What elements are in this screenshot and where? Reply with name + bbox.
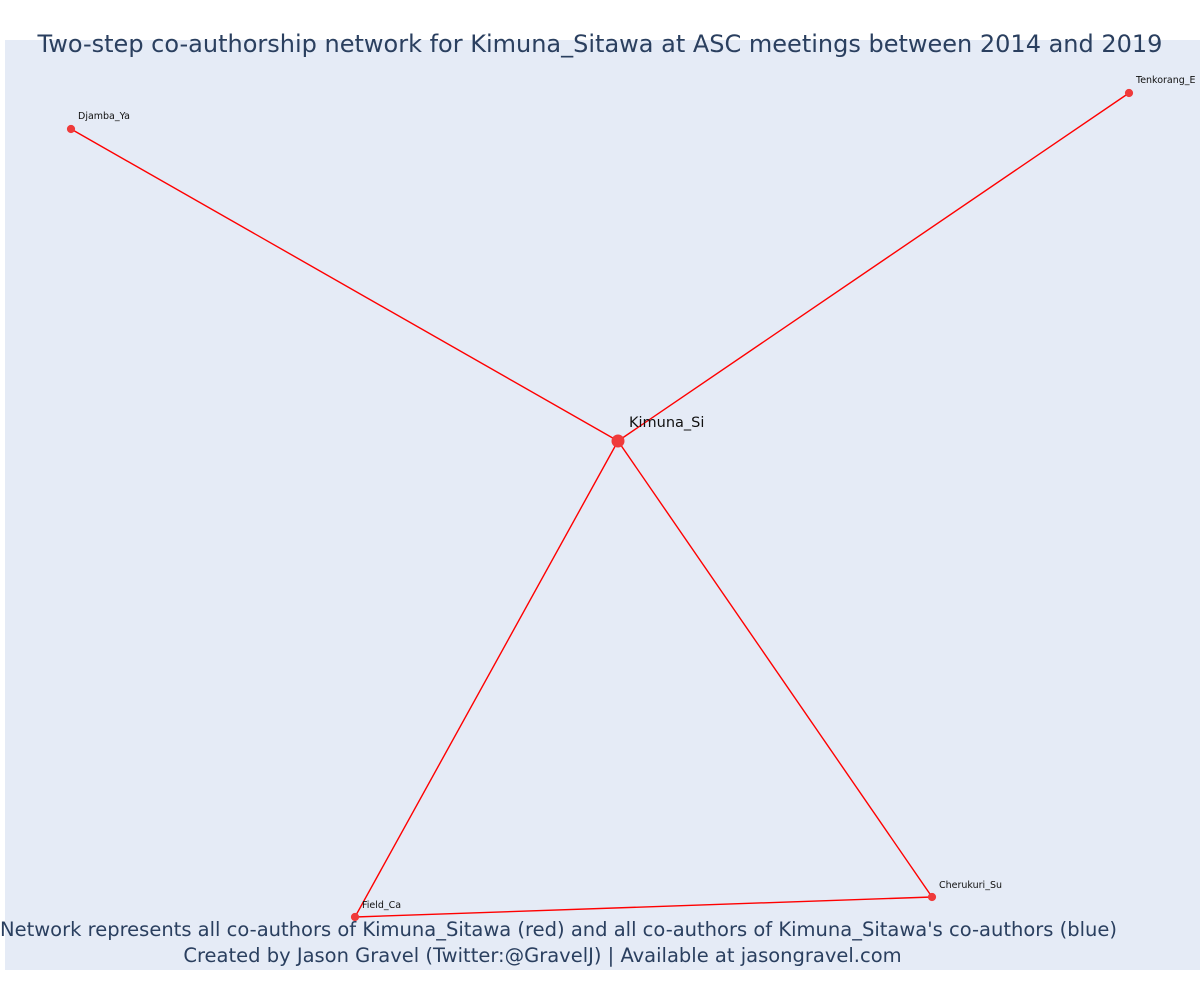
edge-Kimuna_Si-Tenkorang_E <box>617 92 1130 442</box>
node-label-Tenkorang_E: Tenkorang_E <box>1135 75 1196 86</box>
footer-credit: Created by Jason Gravel (Twitter:@Gravel… <box>183 944 902 967</box>
node-label-Kimuna_Si: Kimuna_Si <box>629 415 704 431</box>
node-label-Cherukuri_Su: Cherukuri_Su <box>939 880 1002 891</box>
node-Tenkorang_E[interactable] <box>1124 88 1134 98</box>
node-Djamba_Ya[interactable] <box>66 124 76 134</box>
edge-Kimuna_Si-Field_Ca <box>354 440 619 918</box>
chart-title: Two-step co-authorship network for Kimun… <box>37 30 1163 58</box>
edges-layer <box>70 92 1130 918</box>
labels-layer: Kimuna_Si Djamba_Ya Tenkorang_E Field_Ca Che… <box>78 75 1196 911</box>
edge-Kimuna_Si-Cherukuri_Su <box>617 440 933 898</box>
node-Field_Ca[interactable] <box>350 912 360 922</box>
node-label-Djamba_Ya: Djamba_Ya <box>78 111 130 122</box>
node-label-Field_Ca: Field_Ca <box>362 900 401 911</box>
footer-caption: Network represents all co-authors of Kim… <box>0 918 1118 941</box>
node-Cherukuri_Su[interactable] <box>927 892 937 902</box>
edge-Field_Ca-Cherukuri_Su <box>354 896 933 918</box>
nodes-layer <box>66 88 1134 922</box>
node-Kimuna_Si[interactable] <box>611 434 625 448</box>
edge-Kimuna_Si-Djamba_Ya <box>70 128 619 442</box>
plot-background <box>5 40 1200 970</box>
